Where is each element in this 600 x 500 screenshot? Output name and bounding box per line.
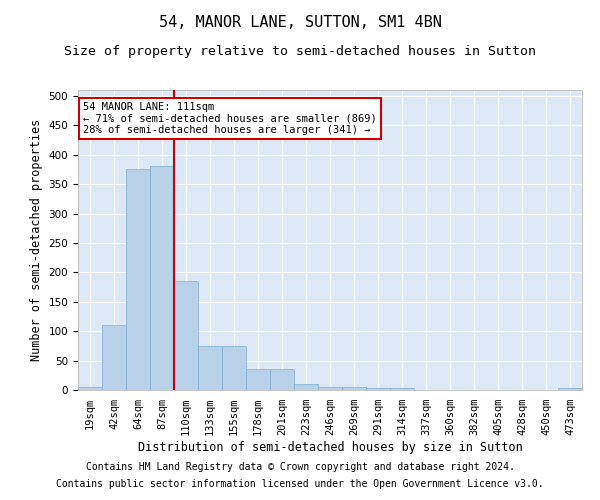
Bar — [150, 166, 174, 390]
Bar — [126, 170, 150, 390]
Text: Contains public sector information licensed under the Open Government Licence v3: Contains public sector information licen… — [56, 479, 544, 489]
Text: 54 MANOR LANE: 111sqm
← 71% of semi-detached houses are smaller (869)
28% of sem: 54 MANOR LANE: 111sqm ← 71% of semi-deta… — [83, 102, 377, 135]
Bar — [270, 370, 294, 390]
Text: Size of property relative to semi-detached houses in Sutton: Size of property relative to semi-detach… — [64, 45, 536, 58]
Bar — [78, 387, 102, 390]
Bar — [246, 370, 270, 390]
Bar — [294, 384, 318, 390]
Bar — [558, 388, 582, 390]
Y-axis label: Number of semi-detached properties: Number of semi-detached properties — [30, 119, 43, 361]
Bar — [222, 346, 246, 390]
Text: Contains HM Land Registry data © Crown copyright and database right 2024.: Contains HM Land Registry data © Crown c… — [86, 462, 514, 472]
Bar — [390, 388, 414, 390]
Bar — [198, 346, 222, 390]
Bar — [366, 388, 390, 390]
Bar — [174, 281, 198, 390]
Bar — [342, 387, 366, 390]
Bar — [318, 387, 342, 390]
Text: 54, MANOR LANE, SUTTON, SM1 4BN: 54, MANOR LANE, SUTTON, SM1 4BN — [158, 15, 442, 30]
X-axis label: Distribution of semi-detached houses by size in Sutton: Distribution of semi-detached houses by … — [137, 440, 523, 454]
Bar — [102, 326, 126, 390]
